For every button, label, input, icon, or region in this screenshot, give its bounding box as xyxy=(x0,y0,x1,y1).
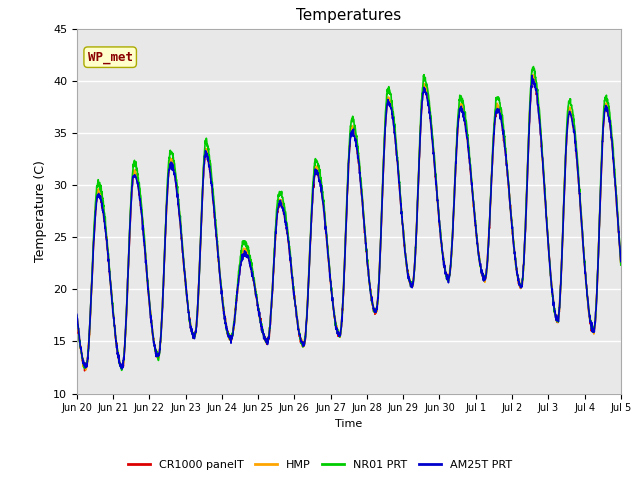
CR1000 panelT xyxy=(529,74,536,80)
Line: CR1000 panelT: CR1000 panelT xyxy=(77,77,621,371)
AM25T PRT xyxy=(225,333,232,338)
CR1000 panelT xyxy=(365,272,372,277)
Text: WP_met: WP_met xyxy=(88,51,132,64)
NR01 PRT xyxy=(225,331,232,336)
HMP xyxy=(225,334,232,340)
AM25T PRT xyxy=(376,245,384,251)
HMP xyxy=(82,367,90,373)
HMP xyxy=(529,72,537,77)
NR01 PRT xyxy=(570,113,577,119)
CR1000 panelT xyxy=(507,214,515,220)
HMP xyxy=(376,243,384,249)
AM25T PRT xyxy=(507,212,515,218)
CR1000 panelT xyxy=(570,124,577,130)
NR01 PRT xyxy=(365,272,372,277)
Title: Temperatures: Temperatures xyxy=(296,9,401,24)
HMP xyxy=(617,260,625,266)
HMP xyxy=(73,314,81,320)
Y-axis label: Temperature (C): Temperature (C) xyxy=(35,160,47,262)
X-axis label: Time: Time xyxy=(335,419,362,429)
Line: HMP: HMP xyxy=(77,74,621,370)
CR1000 panelT xyxy=(225,334,232,339)
CR1000 panelT xyxy=(81,368,88,373)
HMP xyxy=(584,302,592,308)
Line: AM25T PRT: AM25T PRT xyxy=(77,75,621,369)
NR01 PRT xyxy=(617,262,625,268)
Legend: CR1000 panelT, HMP, NR01 PRT, AM25T PRT: CR1000 panelT, HMP, NR01 PRT, AM25T PRT xyxy=(124,456,516,474)
AM25T PRT xyxy=(617,259,625,264)
AM25T PRT xyxy=(584,303,592,309)
NR01 PRT xyxy=(584,300,592,306)
NR01 PRT xyxy=(118,368,125,373)
AM25T PRT xyxy=(118,366,125,372)
NR01 PRT xyxy=(507,212,515,217)
NR01 PRT xyxy=(376,244,384,250)
AM25T PRT xyxy=(73,312,81,317)
HMP xyxy=(570,118,577,124)
HMP xyxy=(507,208,515,214)
CR1000 panelT xyxy=(376,246,384,252)
CR1000 panelT xyxy=(584,302,592,308)
Line: NR01 PRT: NR01 PRT xyxy=(77,67,621,371)
AM25T PRT xyxy=(528,72,536,78)
CR1000 panelT xyxy=(73,314,81,320)
NR01 PRT xyxy=(73,313,81,319)
HMP xyxy=(365,273,372,278)
AM25T PRT xyxy=(570,123,577,129)
AM25T PRT xyxy=(365,274,372,279)
NR01 PRT xyxy=(529,64,537,70)
CR1000 panelT xyxy=(617,259,625,264)
